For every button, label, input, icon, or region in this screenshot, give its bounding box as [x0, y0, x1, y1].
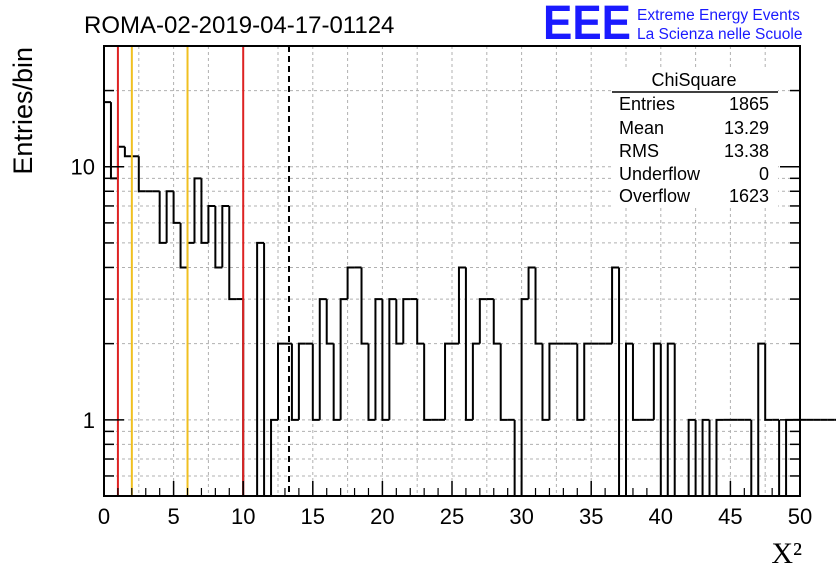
- stats-value-underflow: 0: [759, 164, 769, 184]
- x-tick-label: 0: [98, 504, 110, 529]
- grid-lines: [104, 45, 800, 497]
- x-tick-label: 40: [649, 504, 673, 529]
- histogram-bin: [200, 178, 209, 244]
- histogram-bin: [318, 298, 327, 420]
- histogram-bin: [652, 342, 661, 420]
- histogram-bin: [625, 342, 633, 496]
- histogram-bin: [339, 298, 348, 420]
- histogram-bin: [311, 343, 320, 421]
- chart-title: ROMA-02-2019-04-17-01124: [84, 12, 394, 39]
- histogram-bin: [179, 222, 188, 269]
- histogram-bin: [297, 342, 306, 420]
- histogram-bin: [214, 205, 223, 269]
- histogram-bin: [221, 204, 230, 268]
- histogram-bin: [548, 342, 557, 420]
- histogram-bin: [381, 299, 390, 421]
- histogram-bin: [764, 343, 773, 421]
- histogram-bin: [165, 190, 174, 243]
- histogram-bin: [416, 299, 425, 345]
- histogram-bin: [360, 267, 369, 345]
- x-tick-label: 10: [231, 504, 255, 529]
- histogram-bin: [137, 156, 146, 193]
- histogram-bin: [325, 299, 334, 345]
- histogram-bin: [158, 191, 167, 244]
- histogram-bin: [193, 177, 202, 243]
- stats-label-entries: Entries: [619, 94, 675, 114]
- y-tick-label: 1: [83, 408, 95, 433]
- histogram-bin: [666, 342, 675, 496]
- histogram-bin: [228, 205, 237, 301]
- histogram-bin: [395, 299, 404, 345]
- stats-value-overflow: 1623: [729, 186, 769, 206]
- reference-lines: [116, 46, 290, 496]
- x-tick-label: 35: [579, 504, 603, 529]
- histogram-bin: [290, 343, 299, 421]
- histogram-bin: [367, 343, 376, 421]
- histogram-bin: [527, 266, 536, 300]
- histogram-bin: [457, 266, 466, 344]
- histogram-bin: [701, 418, 710, 496]
- x-tick-label: 50: [788, 504, 812, 529]
- stats-label-underflow: Underflow: [619, 164, 701, 184]
- histogram-bin: [423, 343, 432, 421]
- histogram-bin: [402, 298, 411, 344]
- histogram-bin: [715, 418, 724, 496]
- histogram-bin: [346, 266, 355, 300]
- histogram-bin: [611, 266, 620, 344]
- x-tick-label: 25: [440, 504, 464, 529]
- stats-box: ChiSquare Entries 1865 Mean 13.29 RMS 13…: [612, 68, 778, 208]
- x-tick-label: 5: [167, 504, 179, 529]
- x-tick-label: 45: [718, 504, 742, 529]
- x-tick-label: 15: [301, 504, 325, 529]
- histogram-bin: [270, 418, 278, 496]
- logo-line-2: La Scienza nelle Scuole: [637, 26, 802, 43]
- histogram-bin: [277, 342, 285, 420]
- stats-label-rms: RMS: [619, 141, 659, 161]
- histogram-bin: [464, 267, 473, 421]
- histogram-bin: [757, 342, 766, 496]
- histogram-bin: [631, 343, 640, 421]
- histogram-bin: [444, 342, 452, 420]
- y-axis-label: Entries/bin: [8, 47, 38, 175]
- histogram-bin: [492, 299, 501, 345]
- histogram-bin: [576, 343, 585, 421]
- stats-label-overflow: Overflow: [619, 186, 691, 206]
- histogram-bin: [478, 298, 487, 344]
- histogram-bin: [687, 418, 696, 496]
- x-tick-labels: 0 5 10 15 20 25 30 35 40 45 50: [98, 504, 812, 529]
- stats-value-rms: 13.38: [724, 141, 769, 161]
- logo-mark: EEE: [543, 0, 631, 50]
- logo-line-1: Extreme Energy Events: [637, 7, 800, 24]
- x-tick-label: 30: [509, 504, 533, 529]
- stats-label-mean: Mean: [619, 118, 664, 138]
- x-axis-label: X²: [771, 537, 802, 570]
- stats-title: ChiSquare: [651, 70, 736, 90]
- x-tick-label: 20: [370, 504, 394, 529]
- histogram-bin: [471, 342, 480, 420]
- histogram-bin: [332, 343, 341, 421]
- axis-ticks: [103, 45, 801, 497]
- histogram-bin: [520, 298, 529, 496]
- histogram-bin: [207, 204, 216, 243]
- histogram-bin: [123, 146, 132, 158]
- stats-value-mean: 13.29: [724, 118, 769, 138]
- stats-value-entries: 1865: [729, 94, 769, 114]
- histogram-bin: [172, 191, 181, 224]
- histogram-bin: [499, 343, 508, 421]
- histogram-bin: [374, 298, 383, 420]
- y-tick-labels: 1 10: [71, 155, 95, 433]
- histogram-bin: [541, 343, 550, 421]
- histogram-bin: [583, 342, 592, 420]
- eee-logo: EEE Extreme Energy Events La Scienza nel…: [543, 0, 802, 50]
- histogram-bin: [256, 241, 265, 496]
- y-tick-label: 10: [71, 155, 95, 180]
- histogram-bin: [388, 298, 397, 420]
- histogram-bin: [534, 267, 543, 345]
